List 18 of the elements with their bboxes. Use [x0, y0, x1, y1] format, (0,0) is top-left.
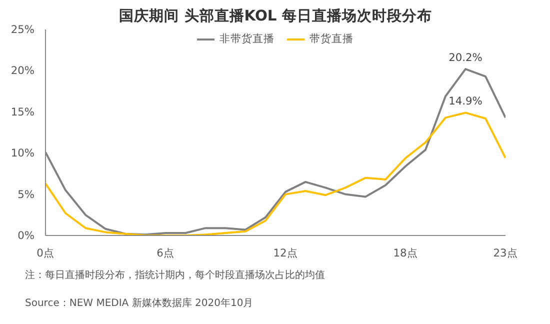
x-tick-label: 0点: [36, 246, 54, 260]
y-tick-label: 15%: [10, 105, 34, 118]
annotation: 14.9%: [448, 94, 482, 108]
y-tick-label: 25%: [10, 23, 34, 36]
text: 注：每日直播时段分布，指统计期内，每个时段直播场次占比的均值: [25, 269, 325, 283]
y-tick-label: 10%: [10, 146, 34, 160]
annotation: 20.2%: [448, 51, 482, 64]
legend-label: 非带货直播: [220, 32, 274, 46]
source-note: Source：NEW MEDIA 新媒体数据库 2020年10月: [25, 297, 254, 311]
y-tick-label: 0%: [18, 229, 34, 242]
chart-title: 国庆期间 头部直播KOL 每日直播场次时段分布: [119, 6, 432, 24]
x-tick-label: 18点: [393, 246, 418, 260]
legend-label: 带货直播: [310, 32, 354, 46]
x-tick-label: 6点: [156, 246, 174, 260]
x-tick-label: 12点: [273, 246, 298, 260]
y-tick-label: 20%: [10, 64, 34, 78]
x-tick-label: 23点: [493, 246, 518, 260]
y-tick-label: 5%: [18, 188, 34, 201]
